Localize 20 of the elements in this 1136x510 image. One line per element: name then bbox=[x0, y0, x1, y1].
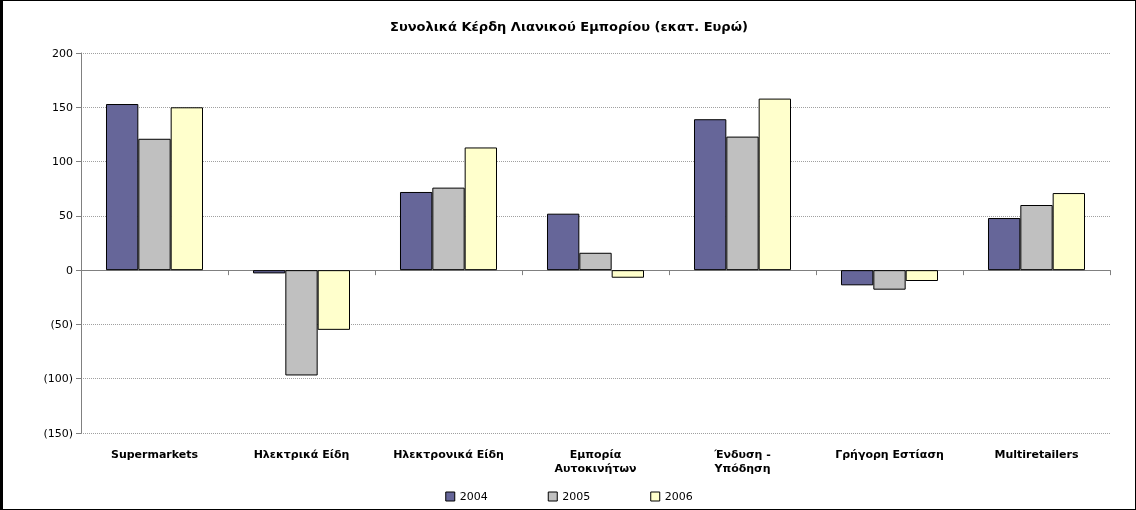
y-tick-label: 200 bbox=[52, 46, 73, 60]
y-tick-label: 50 bbox=[59, 209, 73, 223]
legend-label: 2005 bbox=[562, 490, 591, 503]
x-tick-label: Εμπορία Αυτοκινήτων bbox=[554, 447, 637, 475]
x-tick-label: Ηλεκτρικά Είδη bbox=[253, 447, 350, 461]
x-tick-label: Γρήγορη Εστίαση bbox=[835, 447, 944, 461]
y-tick-label: 150 bbox=[52, 100, 73, 114]
x-tick-label: Ένδυση - Υπόδηση bbox=[713, 447, 771, 475]
bar bbox=[611, 270, 645, 278]
x-tick-label: Supermarkets bbox=[110, 447, 199, 461]
x-tick-label: Multiretailers bbox=[994, 447, 1080, 461]
y-tick-label: (50) bbox=[50, 317, 73, 331]
y-tick-label: 0 bbox=[66, 263, 73, 277]
y-tick-label: 100 bbox=[52, 155, 73, 169]
x-tick-label: Ηλεκτρονικά Είδη bbox=[393, 447, 504, 461]
y-tick-label: (100) bbox=[43, 372, 73, 386]
legend-label: 2006 bbox=[664, 490, 693, 503]
legend-label: 2004 bbox=[459, 490, 488, 503]
chart-title: Συνολικά Κέρδη Λιανικού Εμπορίου (εκατ. Ευρώ) bbox=[390, 19, 748, 34]
y-tick-label: (150) bbox=[43, 426, 73, 440]
